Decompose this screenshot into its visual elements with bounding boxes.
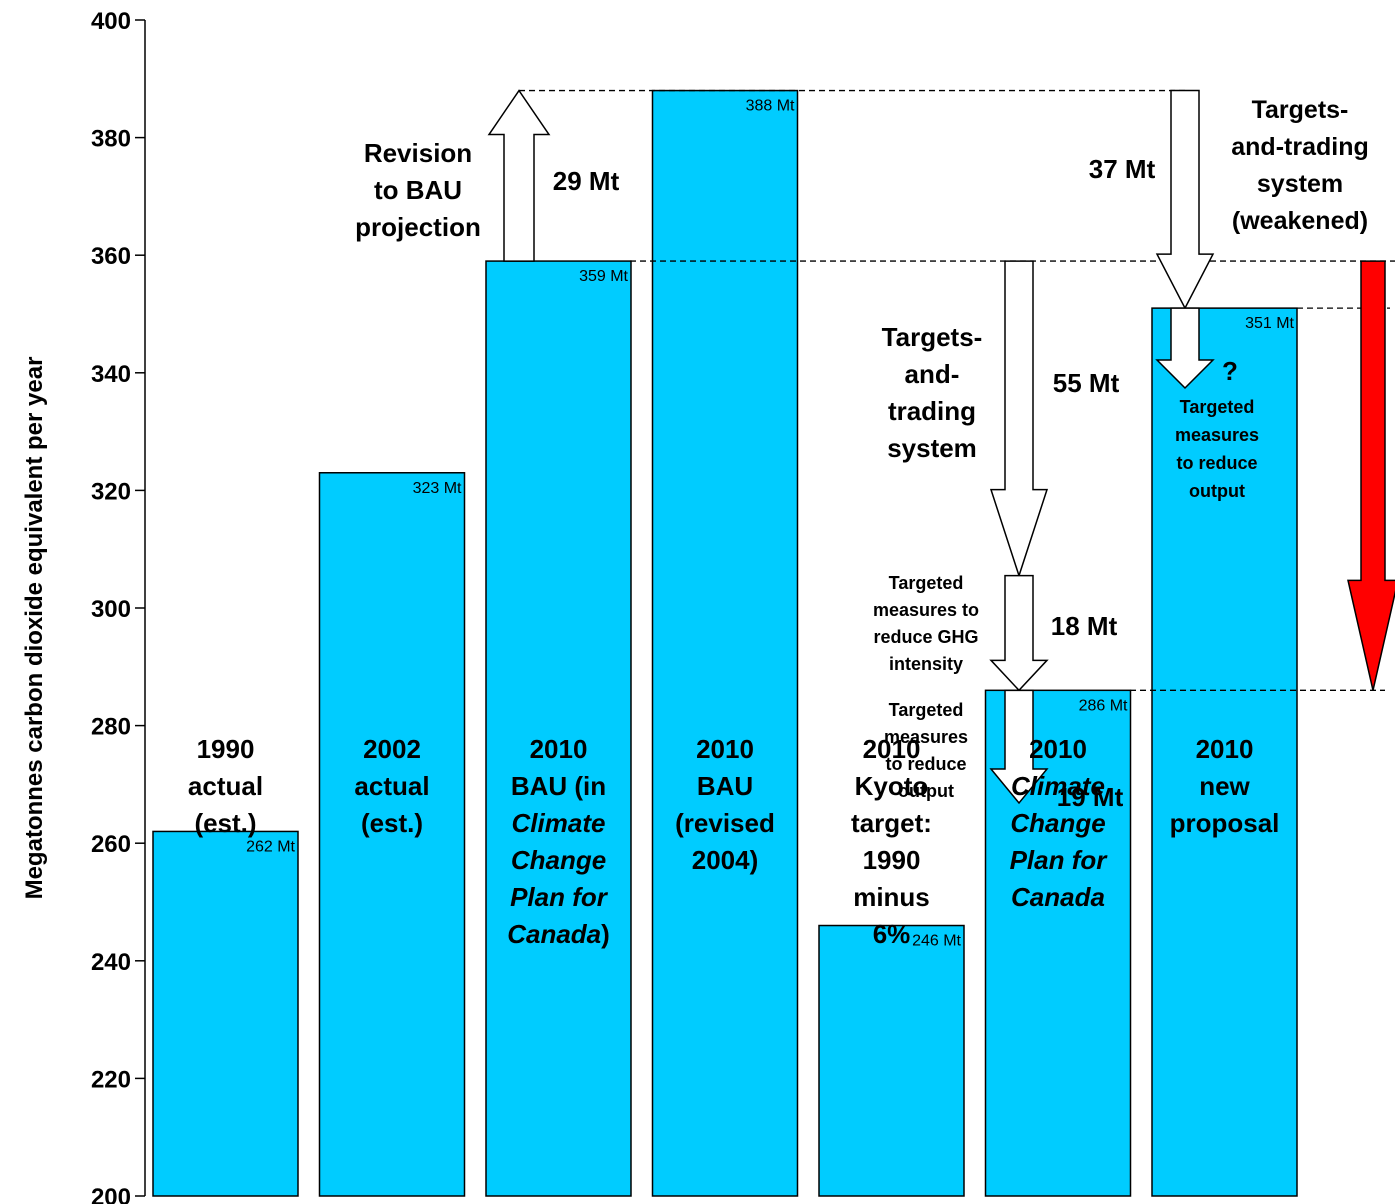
category-label-part: Canada [507,919,601,949]
category-label: actual [188,771,263,801]
weakened-down-arrow [1155,89,1215,310]
bar [318,472,466,1197]
intensity-label: Targeted [889,573,964,593]
intensity-down-arrow [989,574,1049,692]
y-tick-label: 300 [91,596,131,623]
category-label: 2010 [1029,734,1087,764]
bar-value-label: 388 Mt [746,98,795,115]
new-output-label: Targeted [1180,397,1255,417]
intensity-amount: 18 Mt [1051,611,1118,641]
output-label: to reduce [885,754,966,774]
y-tick-label: 360 [91,243,131,270]
category-label: (revised [675,808,775,838]
bar [152,830,299,1197]
bar [651,89,799,1197]
revision-label: to BAU [374,175,462,205]
y-tick-label: 260 [91,831,131,858]
category-label: Canada [1011,882,1105,912]
category-label: new [1199,771,1250,801]
output-amount: 19 Mt [1057,782,1124,812]
ttrade-label: trading [888,396,976,426]
weakened-label: and-trading [1231,133,1369,161]
weakened-amount: 37 Mt [1089,154,1156,184]
bar-value-label: 262 Mt [246,838,295,855]
ttrade-amount: 55 Mt [1053,368,1120,398]
output-down-arrow [989,689,1049,805]
category-label: BAU (in [511,771,606,801]
category-label: 1990 [197,734,255,764]
output-label: Targeted [889,700,964,720]
category-label: 2004) [692,845,759,875]
bar-value-label: 351 Mt [1245,315,1294,332]
output-label: output [898,781,954,801]
category-label: minus [853,882,930,912]
category-label-part: ) [601,919,610,949]
y-tick-label: 200 [91,1184,131,1204]
intensity-label: measures to [873,600,979,620]
weakened-label: system [1257,170,1343,198]
y-tick-label: 280 [91,714,131,741]
category-label: (est.) [194,808,256,838]
weakened-label: Targets- [1252,96,1349,124]
y-tick-label: 380 [91,126,131,153]
bar-value-label: 323 Mt [413,480,462,497]
category-label: 2010 [1196,734,1254,764]
bars [152,89,1298,1197]
category-label: Plan for [1010,845,1109,875]
red-down-arrow [1347,260,1395,691]
category-label: Kyoto [855,771,929,801]
y-tick-label: 220 [91,1066,131,1093]
ttrade-down-arrow [989,260,1049,579]
category-label: Change [511,845,606,875]
ttrade-label: and- [905,359,960,389]
ttrade-label: system [887,433,977,463]
category-label: actual [354,771,429,801]
y-axis: 200 220 240 260 280 300 320 340 360 380 400 Megaton… [21,8,146,1204]
intensity-label: reduce GHG [873,627,978,647]
new-output-down-arrow [1155,307,1215,390]
new-output-label: measures [1175,425,1259,445]
bar [1151,307,1298,1197]
question-mark: ? [1222,356,1238,386]
y-tick-label: 340 [91,361,131,388]
y-tick-label: 240 [91,949,131,976]
category-label: Climate [1011,771,1105,801]
category-label: 2002 [363,734,421,764]
revision-label: projection [355,212,481,242]
weakened-label: (weakened) [1232,207,1368,235]
revision-amount: 29 Mt [553,166,620,196]
bar [485,260,632,1197]
revision-up-arrow [487,89,551,262]
category-label: 2010 [696,734,754,764]
bar [818,924,965,1197]
category-label: (est.) [361,808,423,838]
bar-value-label: 246 Mt [912,933,961,950]
arrows [487,89,1395,805]
category-label: proposal [1170,808,1280,838]
category-label: Plan for [510,882,609,912]
category-label: 6% [873,919,911,949]
revision-label: Revision [364,138,472,168]
category-label: 1990 [863,845,921,875]
y-axis-title: Megatonnes carbon dioxide equivalent per… [21,357,48,900]
labels: 262 Mt 1990 actual (est.) 323 Mt 2002 actual (e… [188,96,1369,950]
category-label: BAU [697,771,753,801]
y-tick-label: 400 [91,8,131,35]
category-label: Change [1010,808,1105,838]
y-tick-label: 320 [91,478,131,505]
category-label: Climate [512,808,606,838]
output-label: measures [884,727,968,747]
category-label: 2010 [530,734,588,764]
category-label: target: [851,808,932,838]
new-output-label: to reduce [1176,453,1257,473]
category-label: 2010 [863,734,921,764]
ttrade-label: Targets- [882,322,983,352]
bar-value-label: 286 Mt [1079,697,1128,714]
new-output-label: output [1189,481,1245,501]
intensity-label: intensity [889,654,963,674]
category-label: Canada) [507,919,610,949]
bar-value-label: 359 Mt [579,268,628,285]
